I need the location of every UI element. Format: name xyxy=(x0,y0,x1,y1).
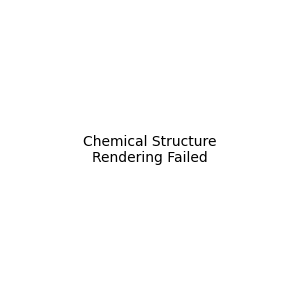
Text: Chemical Structure
Rendering Failed: Chemical Structure Rendering Failed xyxy=(83,135,217,165)
